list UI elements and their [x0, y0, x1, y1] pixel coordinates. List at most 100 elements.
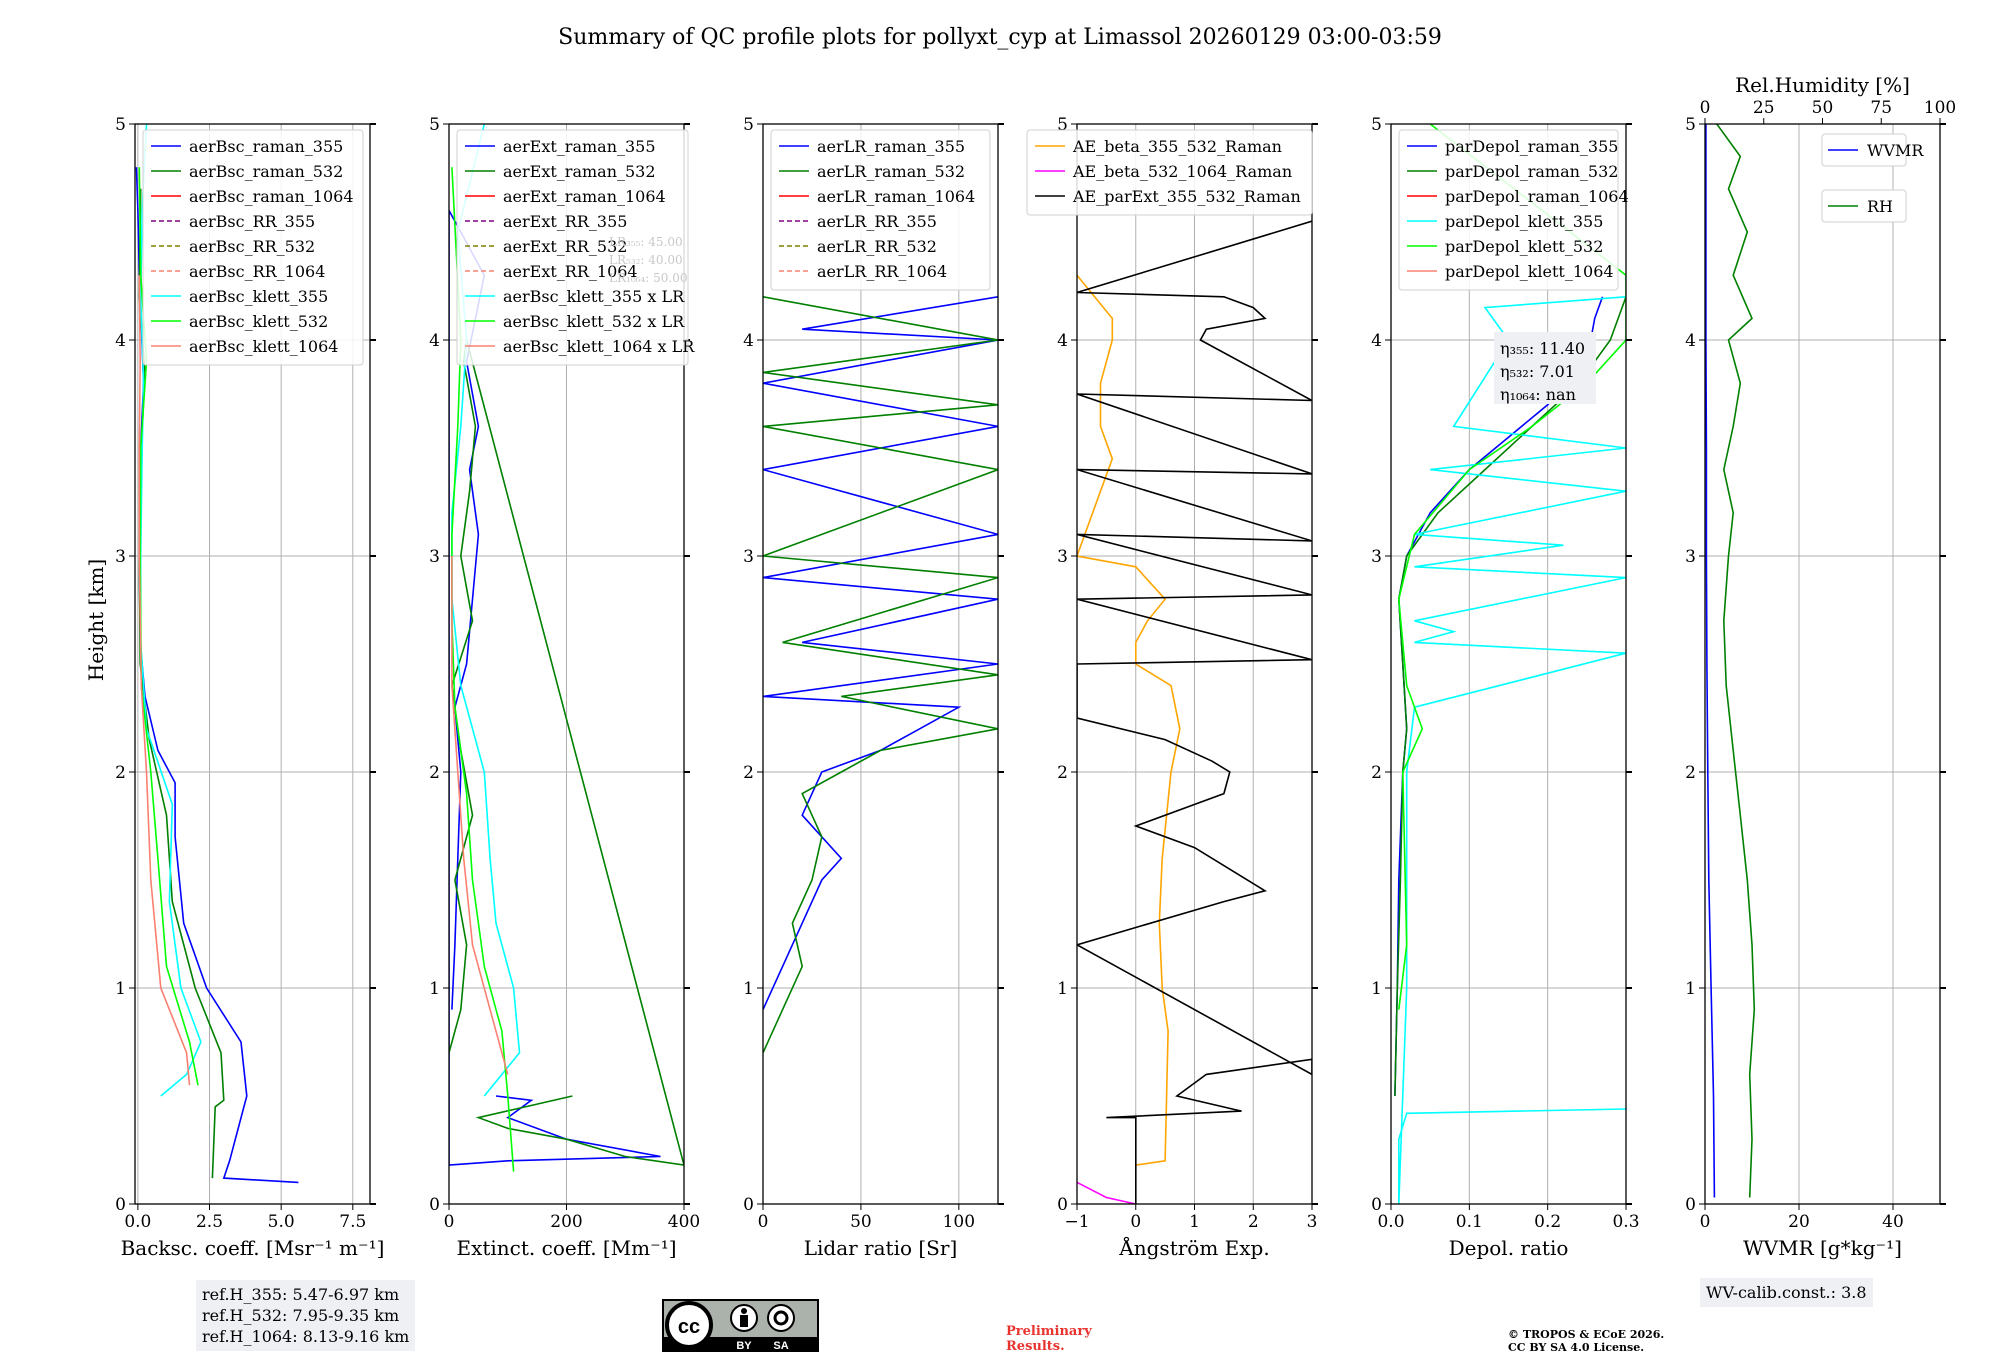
series-line-AE_beta_355_532_Raman — [1077, 274, 1181, 1166]
y-tick-label: 4 — [743, 331, 754, 351]
series-line-parDepol_klett_355 — [1398, 296, 1626, 1204]
legend-angstrom: AE_beta_355_532_Raman AE_beta_532_1064_Ra… — [1026, 129, 1313, 216]
legend-entry: aerExt_raman_355 — [503, 137, 656, 156]
legend-entry: WVMR — [1867, 141, 1924, 160]
y-tick-label: 0 — [1371, 1195, 1382, 1215]
legend-entry: aerBsc_raman_532 — [189, 162, 343, 181]
y-tick-label: 2 — [743, 763, 754, 783]
y-tick-label: 5 — [743, 115, 754, 135]
x-tick-label: 100 — [943, 1212, 975, 1232]
legend-entry: aerExt_RR_355 — [503, 212, 627, 231]
x-tick-label: −1 — [1064, 1212, 1089, 1232]
series-line-parDepol_klett_532 — [1397, 124, 1626, 1010]
y-tick-label: 3 — [1685, 547, 1696, 567]
x-tick-label: 0 — [1700, 1212, 1711, 1232]
legend-entry: aerBsc_klett_355 — [189, 287, 328, 306]
x-tick-label: 50 — [850, 1212, 872, 1232]
series-line-aerBsc_klett_532 x LR — [451, 167, 515, 1172]
y-tick-label: 4 — [1685, 331, 1696, 351]
y-tick-label: 2 — [1057, 763, 1068, 783]
x-tick-label: 5.0 — [268, 1212, 295, 1232]
axes-frame — [1704, 123, 1941, 1205]
series-line-RH — [1716, 124, 1756, 1198]
eta-label: η₃₅₅: 11.40 — [1500, 339, 1585, 358]
x-axis-label: Ångström Exp. — [1118, 1235, 1269, 1260]
legend-entry: aerLR_RR_532 — [817, 237, 937, 256]
y-tick-label: 1 — [1371, 979, 1382, 999]
legend-frame — [456, 129, 689, 366]
top-x-tick-label: 75 — [1870, 98, 1892, 118]
legend-extinction: aerExt_raman_355 aerExt_raman_532 aerExt_r… — [456, 129, 695, 366]
y-tick-label: 5 — [1685, 115, 1696, 135]
series-line-AE_beta_532_1064_Raman — [1077, 1181, 1136, 1204]
top-axis-label: Rel.Humidity [%] — [1735, 73, 1910, 97]
reference-height-box: ref.H_355: 5.47-6.97 km ref.H_532: 7.95-… — [196, 1280, 416, 1351]
panel-extinction: 0 1 2 3 4 5 0 200 400 Extinct. coeff. [Mm⁻¹] aerEx… — [429, 115, 700, 1260]
y-tick-label: 2 — [429, 763, 440, 783]
series-line-aerExt_raman_355 — [449, 210, 661, 1166]
legend-entry: parDepol_raman_355 — [1445, 137, 1618, 156]
x-tick-label: 0.2 — [1534, 1212, 1561, 1232]
copyright-line-2: CC BY SA 4.0 License. — [1508, 1341, 1645, 1354]
x-tick-label: 0.3 — [1612, 1212, 1639, 1232]
lidar-ratio-annotation: LR₅₃₂: 40.00 — [609, 253, 683, 267]
x-tick-label: 1 — [1189, 1212, 1200, 1232]
legend-entry: aerBsc_klett_1064 x LR — [503, 337, 695, 356]
copyright-line-1: © TROPOS & ECoE 2026. — [1508, 1328, 1665, 1341]
legend-entry: aerBsc_raman_1064 — [189, 187, 354, 206]
sa-share-icon — [767, 1304, 795, 1332]
y-tick-label: 4 — [429, 331, 440, 351]
x-tick-label: 7.5 — [339, 1212, 366, 1232]
x-tick-label: 400 — [668, 1212, 700, 1232]
series-line-aerExt_raman_532 — [449, 339, 684, 1166]
legend-entry: aerBsc_RR_1064 — [189, 262, 325, 281]
series-line-aerBsc_klett_355 — [139, 124, 202, 1097]
legend-entry: aerBsc_klett_1064 — [189, 337, 338, 356]
legend-entry: parDepol_raman_532 — [1445, 162, 1618, 181]
y-tick-label: 3 — [1371, 547, 1382, 567]
x-tick-label: 3 — [1307, 1212, 1318, 1232]
legend-entry: aerBsc_klett_355 x LR — [503, 287, 685, 306]
x-tick-label: 2.5 — [196, 1212, 223, 1232]
top-x-tick-label: 50 — [1812, 98, 1834, 118]
preliminary-line-1: Preliminary — [1006, 1324, 1092, 1339]
legend-entry: aerLR_raman_355 — [817, 137, 965, 156]
x-tick-label: 0.1 — [1456, 1212, 1483, 1232]
ref-height-532: ref.H_532: 7.95-9.35 km — [202, 1306, 400, 1325]
panel-depol: 0 1 2 3 4 5 0.0 0.1 0.2 0.3 Depol. ratio parDepol_r… — [1371, 115, 1639, 1260]
x-tick-label: 2 — [1248, 1212, 1259, 1232]
eta-label: η₅₃₂: 7.01 — [1500, 362, 1575, 381]
ref-height-355: ref.H_355: 5.47-6.97 km — [202, 1285, 400, 1304]
y-tick-label: 0 — [1057, 1195, 1068, 1215]
lidar-ratio-annotation: LR₁₀₆₄: 50.00 — [609, 271, 687, 285]
x-tick-label: 20 — [1788, 1212, 1810, 1232]
y-tick-label: 5 — [429, 115, 440, 135]
legend-entry: aerLR_RR_1064 — [817, 262, 947, 281]
legend-frame — [770, 129, 991, 291]
y-tick-label: 1 — [1685, 979, 1696, 999]
legend-frame — [1821, 133, 1907, 167]
badge-sa-label: SA — [773, 1340, 788, 1352]
legend-frame — [1398, 129, 1619, 291]
legend-entry: AE_beta_355_532_Raman — [1072, 137, 1282, 156]
x-axis-label: Extinct. coeff. [Mm⁻¹] — [456, 1236, 676, 1260]
preliminary-results-note: Preliminary Results. — [1006, 1324, 1092, 1354]
wv-calibration-constant: WV-calib.const.: 3.8 — [1706, 1283, 1867, 1302]
y-tick-label: 5 — [1371, 115, 1382, 135]
legend-entry: aerExt_raman_532 — [503, 162, 656, 181]
by-person-head — [741, 1308, 747, 1314]
series-line-AE_parExt_355_532_Raman — [1077, 220, 1312, 1204]
legend-entry: aerExt_RR_1064 — [503, 262, 638, 281]
x-axis-label: Lidar ratio [Sr] — [804, 1236, 958, 1260]
x-tick-label: 200 — [550, 1212, 582, 1232]
series-line-aerBsc_klett_1064 x LR — [451, 556, 509, 1075]
legend-entry: aerLR_RR_355 — [817, 212, 937, 231]
x-tick-label: 0.0 — [124, 1212, 151, 1232]
y-tick-label: 1 — [115, 979, 126, 999]
x-tick-label: 0 — [1130, 1212, 1141, 1232]
series-line-aerBsc_klett_1064 — [138, 275, 191, 1086]
series-line-aerLR_raman_532 — [763, 296, 998, 1054]
y-tick-label: 1 — [429, 979, 440, 999]
top-x-tick-label: 100 — [1924, 98, 1956, 118]
